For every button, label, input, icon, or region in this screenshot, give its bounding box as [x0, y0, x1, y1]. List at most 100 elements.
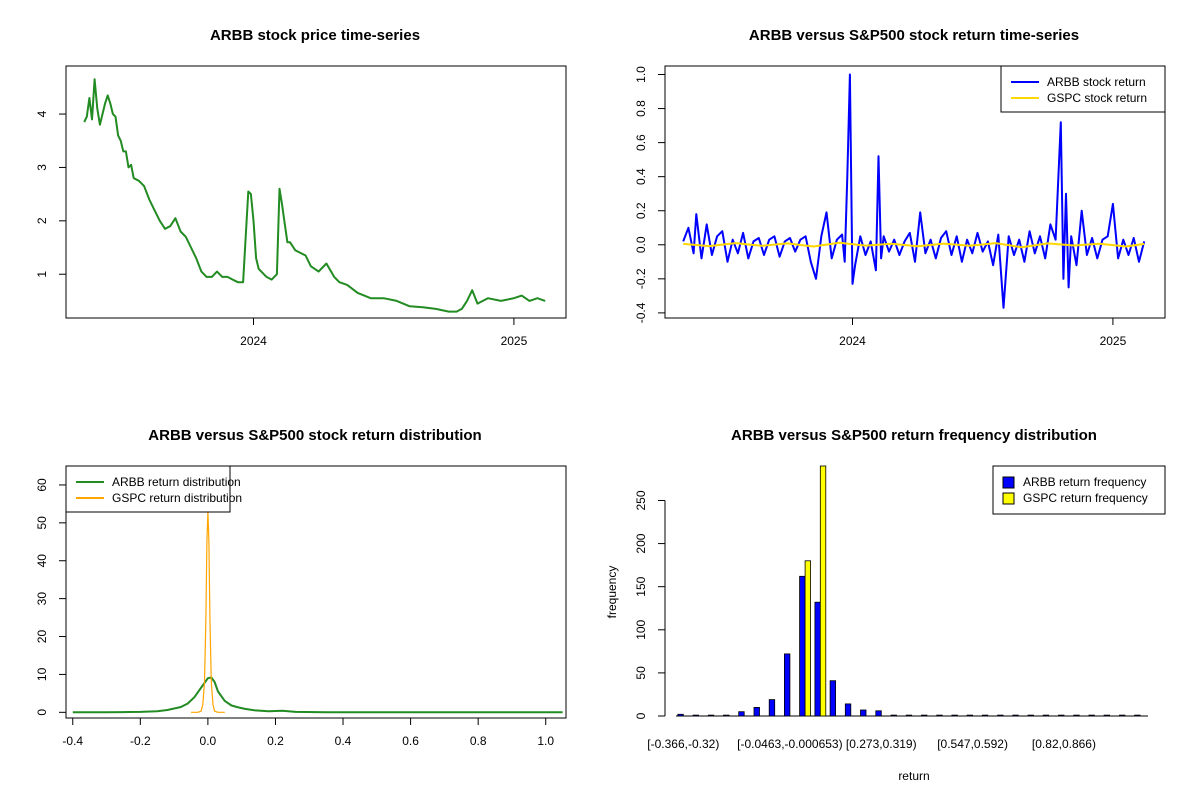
y-tick-label: 200 [634, 533, 648, 553]
x-tick-label: [-0.0463,-0.000653) [737, 737, 842, 751]
bar-arbb-return-frequency [860, 709, 867, 717]
y-tick-label: -0.4 [634, 302, 648, 323]
legend-entry: ARBB return frequency [1023, 475, 1146, 489]
y-tick-label: 20 [35, 630, 49, 644]
price-chart-panel: ARBB stock price time-series 2024 2025 1 2 3… [35, 27, 567, 348]
x-tick-label: [0.547,0.592) [937, 737, 1008, 751]
legend-entry: GSPC return frequency [1023, 491, 1148, 505]
legend-swatch [1002, 492, 1015, 505]
x-tick-label: 2025 [501, 334, 528, 348]
bar-arbb-return-frequency [1058, 714, 1065, 717]
series-line-arbb-price [83, 78, 546, 313]
y-tick-label: 40 [35, 554, 49, 568]
chart-title: ARBB versus S&P500 stock return distribu… [148, 427, 481, 444]
y-tick-label: 10 [35, 667, 49, 681]
y-axis-label: frequency [605, 566, 619, 619]
x-tick-label: 0.8 [470, 734, 487, 748]
x-tick-label: 0.0 [200, 734, 217, 748]
y-tick-label: 2 [35, 217, 49, 224]
x-tick-label: [-0.366,-0.32) [647, 737, 719, 751]
bar-arbb-return-frequency [738, 711, 745, 717]
frequency-histogram-panel: ARBB versus S&P500 return frequency dist… [605, 427, 1166, 783]
y-tick-label: 0.2 [634, 202, 648, 219]
x-tick-label: 2025 [1100, 334, 1127, 348]
y-tick-label: 0.6 [634, 134, 648, 151]
bar-arbb-return-frequency [814, 601, 821, 717]
legend: ARBB return frequency GSPC return frequen… [992, 465, 1166, 515]
bar-arbb-return-frequency [1073, 714, 1080, 717]
bar-arbb-return-frequency [997, 714, 1004, 717]
legend-entry: ARBB return distribution [112, 475, 241, 489]
bar-arbb-return-frequency [1088, 714, 1095, 717]
legend-box [1000, 65, 1166, 113]
x-tick-label: -0.4 [62, 734, 83, 748]
bar-arbb-return-frequency [936, 714, 943, 717]
plot-frame [65, 65, 567, 319]
y-tick-label: 100 [634, 619, 648, 639]
bar-arbb-return-frequency [784, 653, 791, 717]
legend-entry: GSPC return distribution [112, 491, 242, 505]
bar-arbb-return-frequency [829, 680, 836, 717]
y-tick-label: -0.2 [634, 268, 648, 289]
bar-arbb-return-frequency [951, 714, 958, 717]
bar-arbb-return-frequency [921, 714, 928, 717]
bar-arbb-return-frequency [677, 713, 684, 717]
series-line-arbb-return-distribution [72, 676, 563, 714]
x-tick-label: [0.273,0.319) [846, 737, 917, 751]
chart-title: ARBB versus S&P500 stock return time-ser… [749, 27, 1079, 44]
return-distribution-panel: ARBB versus S&P500 stock return distribu… [35, 427, 567, 748]
bar-arbb-return-frequency [905, 714, 913, 717]
y-tick-label: 30 [35, 592, 49, 606]
bar-arbb-return-frequency [1012, 714, 1019, 717]
bar-arbb-return-frequency [1119, 714, 1126, 717]
x-tick-label: 1.0 [537, 734, 554, 748]
x-tick-label: -0.2 [130, 734, 151, 748]
y-tick-label: 250 [634, 490, 648, 510]
bar-arbb-return-frequency [707, 714, 715, 717]
bar-gspc-return-frequency [819, 465, 827, 717]
x-tick-label: 0.4 [335, 734, 352, 748]
bar-arbb-return-frequency [1042, 714, 1050, 717]
bar-arbb-return-frequency [692, 714, 699, 717]
y-tick-label: 50 [35, 516, 49, 530]
bar-arbb-return-frequency [723, 714, 730, 717]
return-timeseries-panel: ARBB versus S&P500 stock return time-ser… [634, 27, 1166, 348]
bar-arbb-return-frequency [768, 699, 776, 717]
x-tick-label: 2024 [240, 334, 267, 348]
legend-entry: GSPC stock return [1047, 91, 1147, 105]
series-line-gspc-return-distribution [191, 510, 225, 713]
bar-gspc-return-frequency [804, 560, 811, 717]
bar-arbb-return-frequency [799, 575, 806, 717]
legend-box [992, 465, 1166, 515]
series-line-gspc-stock-return [683, 241, 1145, 249]
legend-entry: ARBB stock return [1047, 75, 1146, 89]
y-tick-label: 0.4 [634, 168, 648, 185]
y-tick-label: 1.0 [634, 66, 648, 83]
chart-title: ARBB stock price time-series [210, 27, 420, 44]
bar-arbb-return-frequency [966, 714, 973, 717]
bar-arbb-return-frequency [875, 710, 882, 717]
bar-arbb-return-frequency [1027, 714, 1034, 717]
bar-arbb-return-frequency [1103, 714, 1110, 717]
series-line-arbb-stock-return [682, 73, 1146, 309]
x-tick-label: [0.82,0.866) [1032, 737, 1096, 751]
y-tick-label: 1 [35, 271, 49, 278]
plot-frame [65, 465, 567, 719]
legend-box [65, 465, 231, 513]
bar-arbb-return-frequency [844, 703, 852, 717]
legend: ARBB stock return GSPC stock return [1000, 65, 1166, 113]
y-tick-label: 50 [634, 666, 648, 680]
y-tick-label: 4 [35, 110, 49, 117]
chart-title: ARBB versus S&P500 return frequency dist… [731, 427, 1097, 444]
bar-arbb-return-frequency [753, 707, 760, 717]
y-tick-label: 60 [35, 478, 49, 492]
x-tick-label: 0.2 [267, 734, 284, 748]
plot-frame [664, 65, 1166, 319]
y-tick-label: 0.0 [634, 236, 648, 253]
legend: ARBB return distribution GSPC return dist… [65, 465, 242, 513]
bar-arbb-return-frequency [1134, 714, 1141, 717]
legend-swatch [1002, 476, 1015, 489]
y-tick-label: 0 [634, 712, 648, 719]
y-tick-label: 3 [35, 164, 49, 171]
